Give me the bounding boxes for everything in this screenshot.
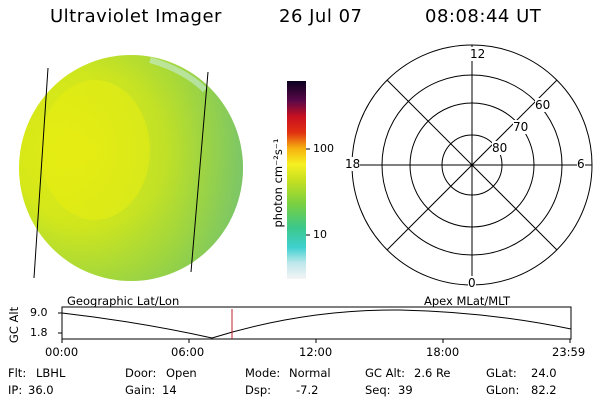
mode-value: Normal — [289, 366, 331, 380]
apex-map-label: Apex MLat/MLT — [424, 294, 511, 308]
limb-glow — [149, 57, 208, 93]
glon-value: 82.2 — [531, 383, 557, 397]
mode-key: Mode: — [245, 366, 281, 380]
geographic-map-label: Geographic Lat/Lon — [67, 294, 180, 308]
gain-key: Gain: — [125, 383, 156, 397]
seq-value: 39 — [398, 383, 413, 397]
terminator-line-right — [190, 71, 209, 273]
mlat-label-70: 70 — [513, 120, 529, 134]
time-tick-12: 12:00 — [299, 345, 333, 359]
mlt-label-0: 0 — [468, 276, 476, 290]
gc-alt-value: 2.6 Re — [414, 366, 451, 380]
observation-date: 26 Jul 07 — [279, 6, 363, 27]
dsp-key: Dsp: — [245, 383, 272, 397]
gain-value: 14 — [162, 383, 177, 397]
altitude-max-label: 9.0 — [30, 306, 48, 319]
colorbar-tick-label-10: 10 — [313, 228, 327, 241]
orbit-altitude-curve — [61, 309, 572, 339]
observation-time: 08:08:44 UT — [425, 6, 542, 27]
filter-key: Flt: — [8, 366, 27, 380]
filter-value: LBHL — [36, 366, 66, 380]
time-tick-06: 06:00 — [171, 345, 205, 359]
mlat-label-80: 80 — [492, 141, 508, 155]
seq-key: Seq: — [365, 383, 391, 397]
polar-meridian-diag-2 — [386, 79, 558, 251]
dayglow-region — [40, 80, 150, 220]
earth-disk-shading — [19, 55, 243, 281]
glat-key: GLat: — [486, 366, 517, 380]
mlt-label-6: 6 — [577, 157, 585, 171]
gc-alt-key: GC Alt: — [365, 366, 406, 380]
mlt-label-12: 12 — [470, 47, 486, 61]
mlat-label-60: 60 — [535, 98, 551, 112]
door-value: Open — [166, 366, 197, 380]
ip-key: IP: — [8, 383, 23, 397]
altitude-axis-label: GC Alt — [7, 306, 21, 344]
instrument-title: Ultraviolet Imager — [50, 6, 222, 27]
dsp-value: -7.2 — [296, 383, 319, 397]
colorbar-scale — [287, 81, 306, 279]
altitude-strip-frame — [61, 306, 572, 340]
time-tick-18: 18:00 — [426, 345, 460, 359]
time-tick-2359: 23:59 — [552, 345, 586, 359]
glon-key: GLon: — [486, 383, 520, 397]
ip-value: 36.0 — [28, 383, 54, 397]
time-tick-00: 00:00 — [45, 345, 79, 359]
altitude-min-label: 1.8 — [30, 326, 48, 339]
colorbar-tick-label-100: 100 — [313, 142, 334, 155]
door-key: Door: — [125, 366, 157, 380]
mlt-label-18: 18 — [345, 157, 361, 171]
terminator-line-left — [33, 67, 49, 279]
glat-value: 24.0 — [531, 366, 557, 380]
